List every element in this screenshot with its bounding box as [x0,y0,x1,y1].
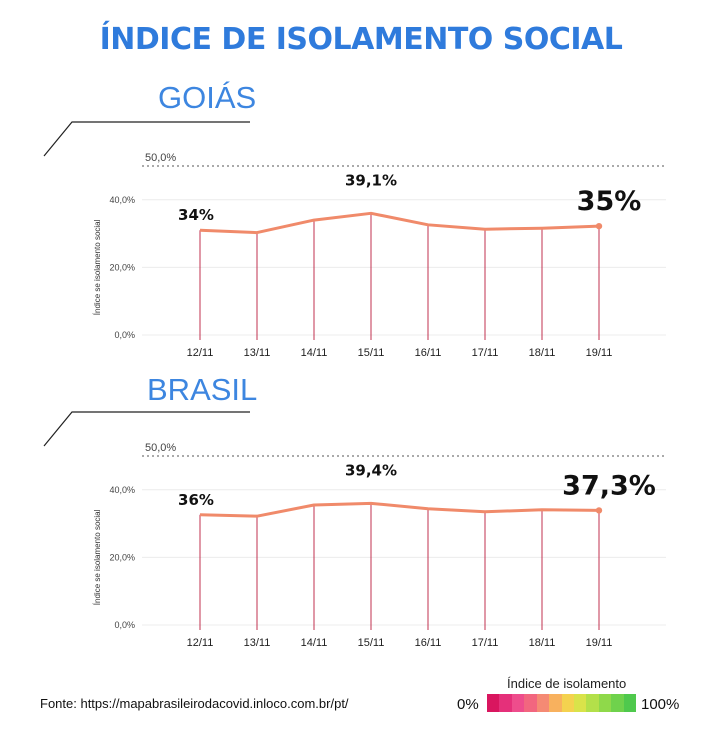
x-tick-label: 13/11 [244,347,271,359]
legend-swatch [598,694,612,712]
end-point [595,222,603,230]
series-line [199,501,600,518]
legend-swatch [586,694,599,712]
chart-panel-goias: 50,0% 0,0% 20,0% 40,0% Índice se isolamento … [0,110,722,410]
y-tick-label: 40,0% [109,195,135,205]
region-title-goias: GOIÁS [158,80,257,115]
x-tick-label: 12/11 [187,347,214,359]
y-axis-label: Índice se isolamento social [93,219,102,315]
chart-panel-brasil: 50,0% 0,0% 20,0% 40,0% Índice se isolamento … [0,400,722,700]
data-label: 39,1% [345,171,397,189]
reference-label: 50,0% [145,152,176,164]
x-tick-label: 13/11 [244,637,271,649]
data-label: 37,3% [562,470,656,501]
accent-line [43,121,250,157]
legend-swatch [499,694,512,712]
data-label: 39,4% [345,461,397,479]
y-axis-label: Índice se isolamento social [93,509,102,605]
x-tick-label: 16/11 [415,637,442,649]
legend-min-label: 0% [457,696,479,713]
data-label: 34% [178,206,214,224]
x-tick-label: 15/11 [358,637,385,649]
y-tick-label: 0,0% [114,620,135,630]
legend-swatch [611,694,624,712]
legend-swatch [623,694,637,712]
legend-swatch [573,694,587,712]
page-title: ÍNDICE DE ISOLAMENTO SOCIAL [99,22,623,57]
data-label: 36% [178,491,214,509]
legend-swatch [561,694,574,712]
reference-label: 50,0% [145,442,176,454]
x-tick-label: 18/11 [529,637,556,649]
x-tick-label: 14/11 [301,637,328,649]
y-tick-label: 40,0% [109,485,135,495]
end-point [595,507,603,514]
legend-swatch [511,694,525,712]
legend-swatch [487,694,500,712]
x-tick-label: 16/11 [415,347,442,359]
x-tick-label: 17/11 [472,347,499,359]
region-title-brasil: BRASIL [147,372,258,407]
x-tick-label: 15/11 [358,347,385,359]
y-tick-label: 20,0% [109,262,135,272]
x-tick-label: 12/11 [187,637,214,649]
chart-goias: 50,0% 0,0% 20,0% 40,0% Índice se isolamento … [43,121,666,359]
legend-max-label: 100% [641,696,680,713]
series-line [199,211,600,235]
legend-color-bar [487,694,637,712]
x-tick-label: 18/11 [529,347,556,359]
legend-swatch [536,694,550,712]
legend-swatch [549,694,562,712]
y-tick-label: 0,0% [114,330,135,340]
legend-title: Índice de isolamento [507,676,627,691]
legend-swatch [524,694,537,712]
accent-line [43,411,250,447]
source-text: Fonte: https://mapabrasileirodacovid.inl… [40,696,349,711]
x-tick-label: 19/11 [586,347,613,359]
chart-brasil: 50,0% 0,0% 20,0% 40,0% Índice se isolamento … [43,411,666,649]
x-tick-label: 19/11 [586,637,613,649]
y-tick-label: 20,0% [109,552,135,562]
x-tick-label: 17/11 [472,637,499,649]
data-label: 35% [577,186,642,217]
x-tick-label: 14/11 [301,347,328,359]
